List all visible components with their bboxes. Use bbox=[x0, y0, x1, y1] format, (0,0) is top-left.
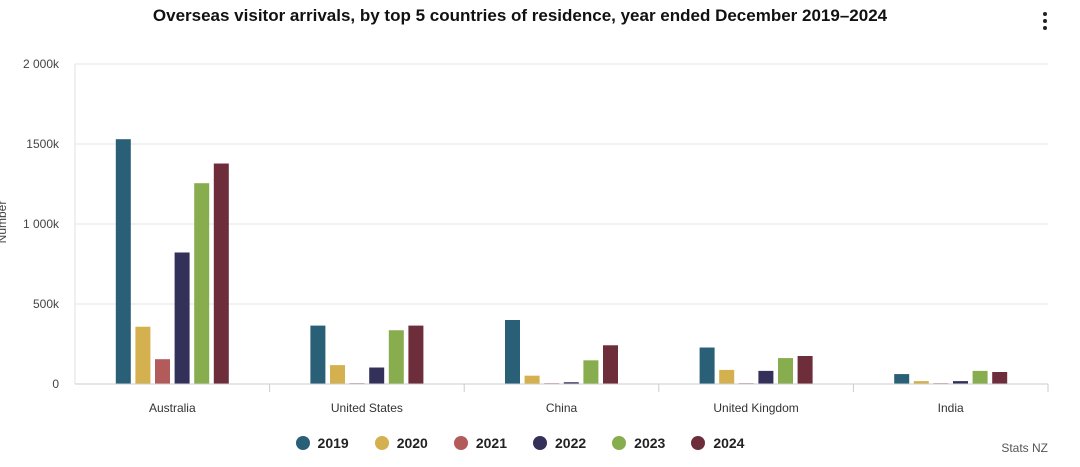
legend-label: 2022 bbox=[555, 435, 587, 451]
bar-2023-china bbox=[583, 360, 599, 384]
chart-menu-button[interactable] bbox=[1035, 8, 1055, 34]
y-tick-label: 1 000k bbox=[23, 217, 60, 231]
bar-2020-australia bbox=[135, 326, 151, 384]
legend-label: 2021 bbox=[475, 435, 507, 451]
bar-2022-united-kingdom bbox=[758, 370, 774, 384]
legend: 2019 2020 2021 2022 2023 2024 bbox=[0, 435, 1040, 451]
bar-2020-united-states bbox=[330, 365, 345, 384]
y-tick-label: 0 bbox=[52, 377, 59, 391]
x-tick-label: United Kingdom bbox=[713, 401, 798, 415]
bar-2024-india bbox=[992, 372, 1008, 384]
legend-swatch bbox=[374, 436, 389, 450]
more-vertical-icon bbox=[1043, 12, 1047, 16]
legend-swatch bbox=[691, 436, 706, 450]
bar-2022-united-states bbox=[369, 367, 385, 384]
more-vertical-icon-dot bbox=[1043, 26, 1047, 30]
y-axis-title: Number bbox=[0, 201, 9, 244]
legend-label: 2019 bbox=[317, 435, 349, 451]
bar-2023-united-states bbox=[388, 330, 404, 384]
bar-chart: 0 500k 1 000k 1500k 2 000k Number Australia Uni… bbox=[0, 57, 1049, 415]
bar-2019-india bbox=[894, 374, 910, 384]
legend-swatch bbox=[453, 436, 468, 450]
bar-2024-australia bbox=[213, 163, 229, 384]
legend-item-2021[interactable]: 2021 bbox=[453, 435, 507, 451]
y-tick-label: 1500k bbox=[26, 137, 60, 151]
legend-swatch bbox=[612, 436, 627, 450]
bar-2019-china bbox=[505, 320, 520, 384]
y-tick-label: 2 000k bbox=[23, 57, 60, 71]
legend-item-2023[interactable]: 2023 bbox=[612, 435, 665, 451]
bar-2024-united-states bbox=[408, 325, 424, 384]
bar-2024-united-kingdom bbox=[797, 356, 813, 384]
bar-2020-china bbox=[524, 375, 540, 384]
bar-2019-united-kingdom bbox=[699, 347, 715, 384]
bar-2020-united-kingdom bbox=[719, 369, 735, 384]
legend-swatch bbox=[295, 436, 310, 450]
legend-item-2024[interactable]: 2024 bbox=[691, 435, 744, 451]
bar-2023-australia bbox=[194, 183, 210, 384]
bar-2021-australia bbox=[155, 359, 170, 384]
legend-item-2019[interactable]: 2019 bbox=[295, 435, 349, 451]
legend-label: 2024 bbox=[713, 435, 745, 451]
chart-title: Overseas visitor arrivals, by top 5 coun… bbox=[152, 6, 888, 25]
legend-item-2020[interactable]: 2020 bbox=[374, 435, 428, 451]
bar-2023-united-kingdom bbox=[778, 358, 793, 384]
legend-swatch bbox=[533, 436, 547, 450]
bar-2019-australia bbox=[115, 139, 131, 384]
y-tick-label: 500k bbox=[33, 297, 60, 311]
bar-2022-china bbox=[563, 382, 579, 384]
more-vertical-icon-dot bbox=[1043, 19, 1047, 23]
x-tick-label: India bbox=[938, 401, 964, 415]
legend-label: 2020 bbox=[396, 435, 428, 451]
bar-2024-china bbox=[603, 345, 618, 384]
x-tick-label: Australia bbox=[149, 401, 196, 415]
bar-2020-india bbox=[913, 381, 929, 384]
bar-2019-united-states bbox=[310, 325, 326, 384]
bar-2022-india bbox=[953, 381, 968, 384]
bar-2023-india bbox=[972, 370, 988, 384]
legend-label: 2023 bbox=[634, 435, 666, 451]
credit-label: Stats NZ bbox=[1001, 441, 1048, 455]
x-tick-label: China bbox=[546, 401, 578, 415]
legend-item-2022[interactable]: 2022 bbox=[533, 435, 586, 451]
bar-2022-australia bbox=[174, 252, 190, 384]
x-tick-label: United States bbox=[331, 401, 403, 415]
